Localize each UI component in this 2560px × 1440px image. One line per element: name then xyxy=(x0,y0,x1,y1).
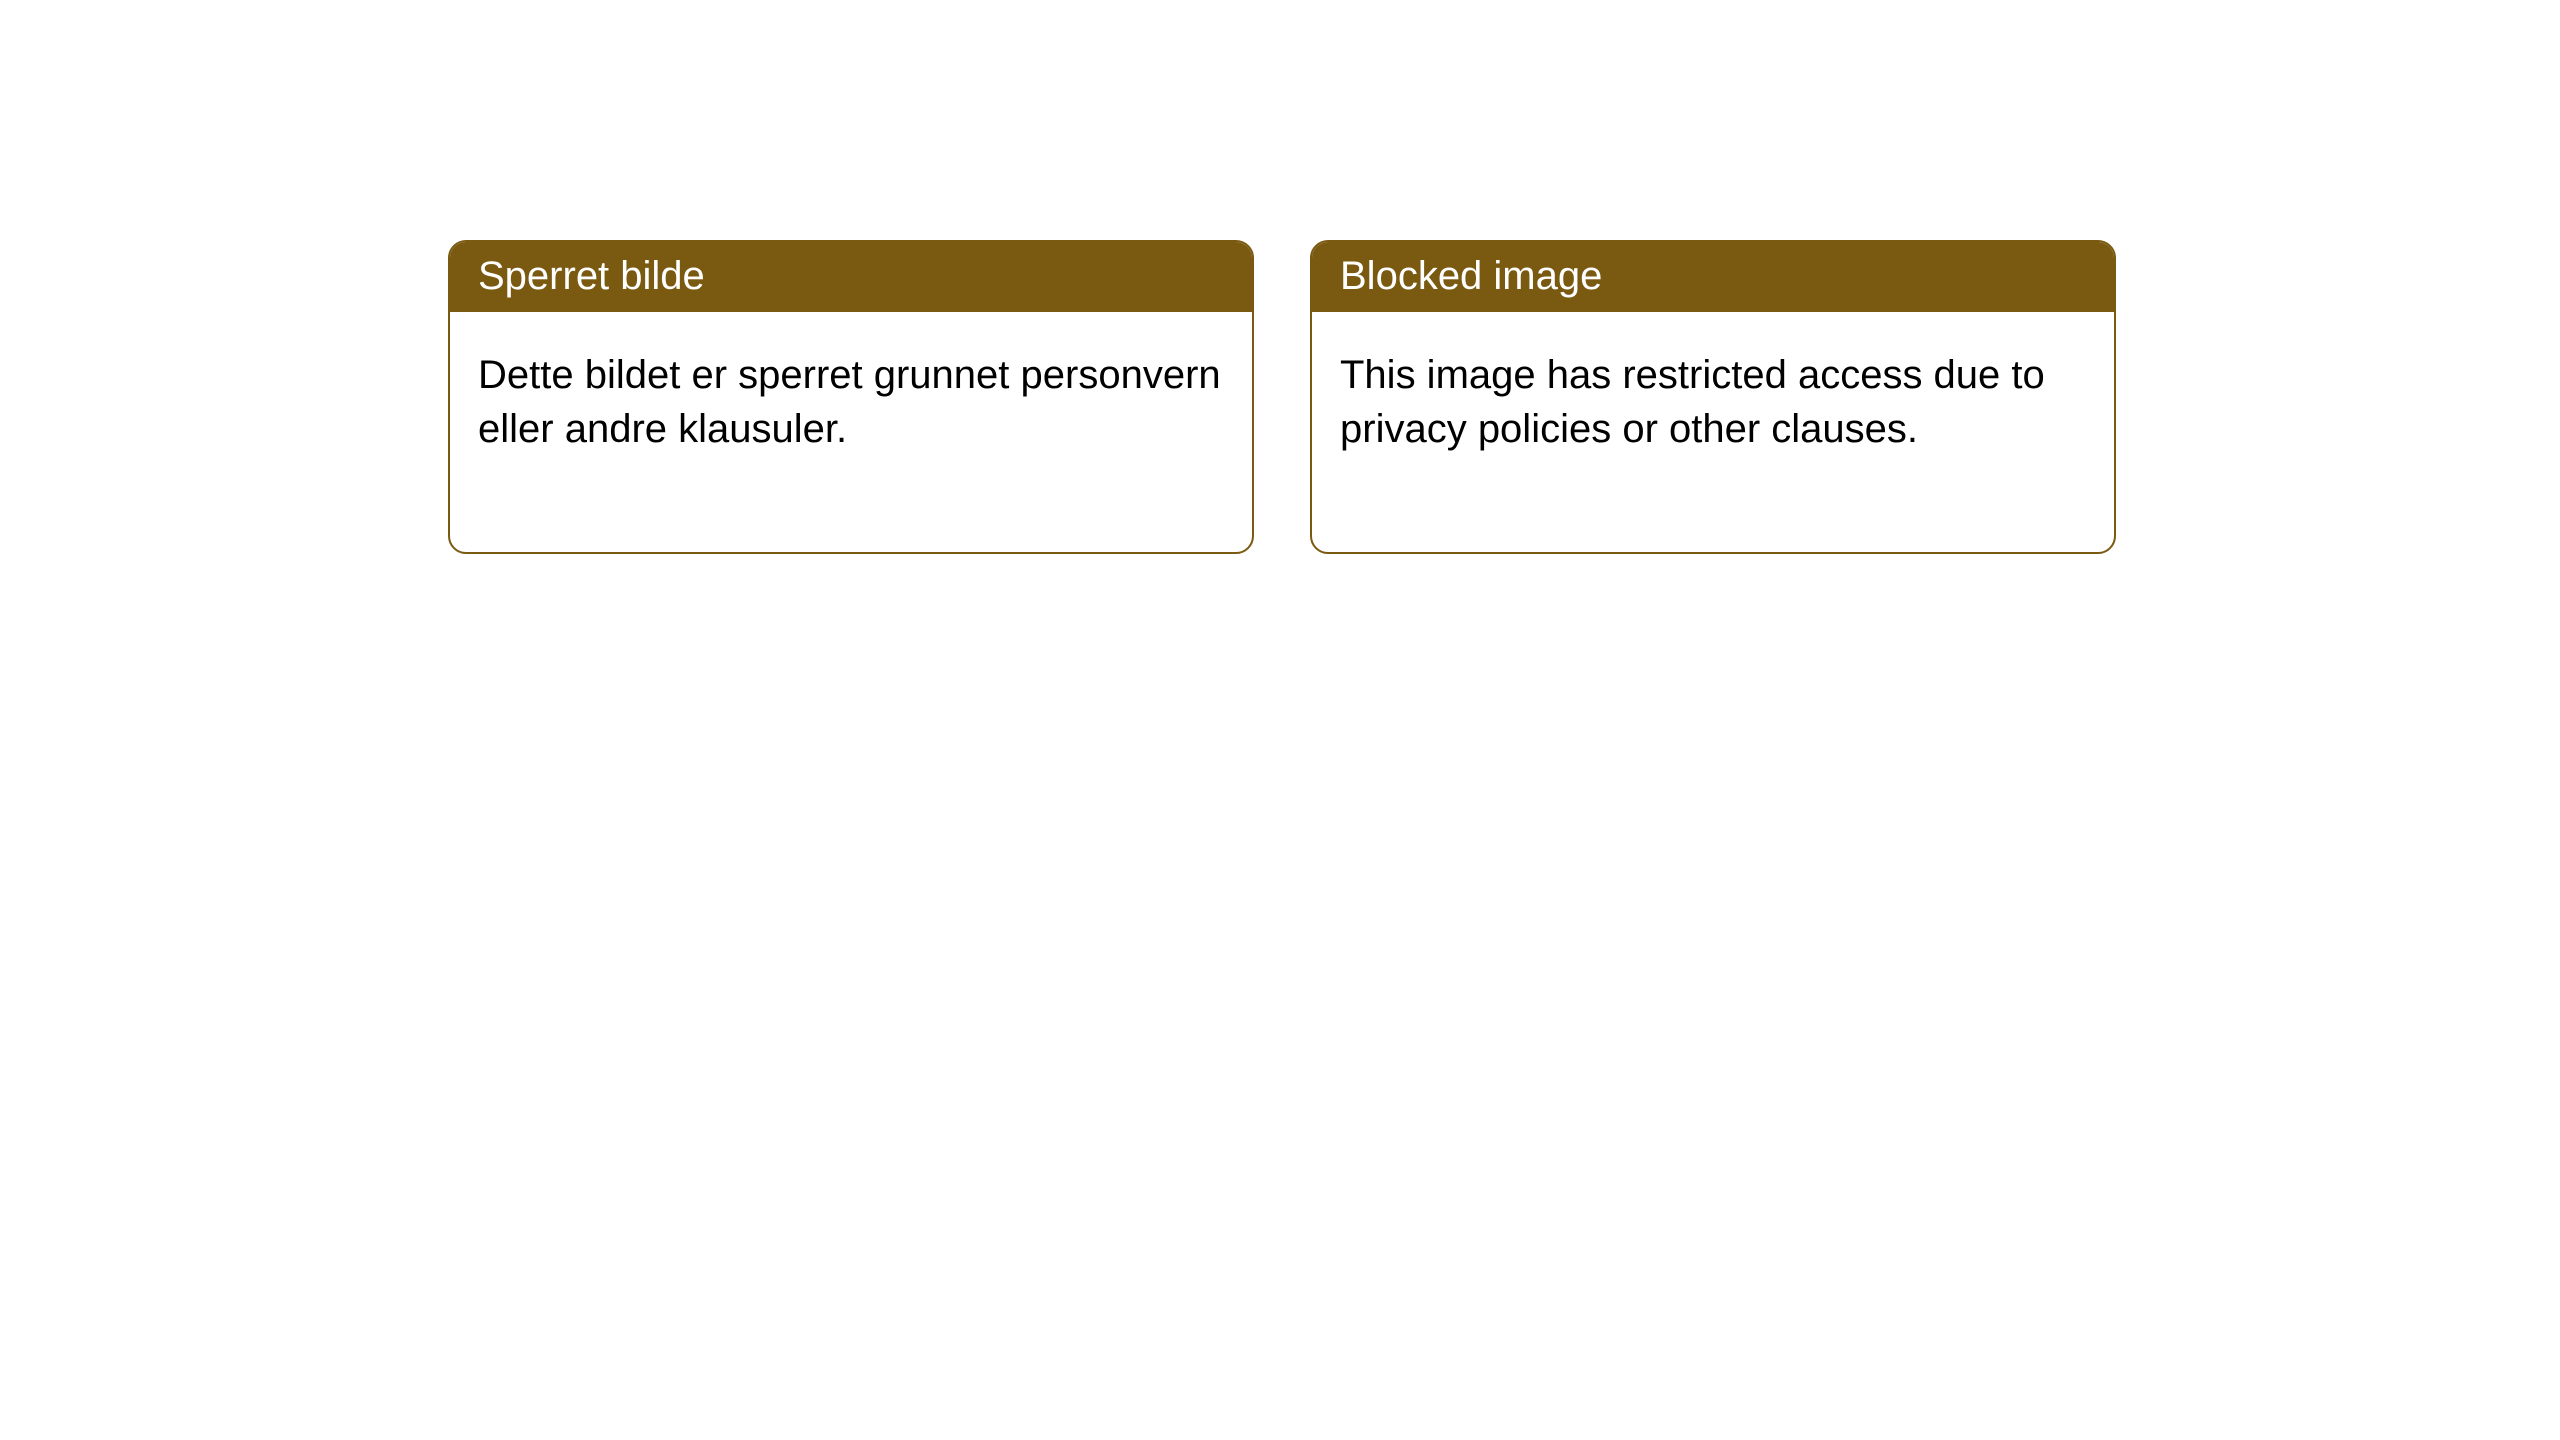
card-body-text: Dette bildet er sperret grunnet personve… xyxy=(478,348,1224,456)
card-body-text: This image has restricted access due to … xyxy=(1340,348,2086,456)
notice-card-english: Blocked image This image has restricted … xyxy=(1310,240,2116,554)
card-header-title: Sperret bilde xyxy=(478,254,705,298)
card-header: Blocked image xyxy=(1312,242,2114,312)
card-body: Dette bildet er sperret grunnet personve… xyxy=(450,312,1252,552)
notice-cards-container: Sperret bilde Dette bildet er sperret gr… xyxy=(448,240,2116,554)
card-header-title: Blocked image xyxy=(1340,254,1602,298)
notice-card-norwegian: Sperret bilde Dette bildet er sperret gr… xyxy=(448,240,1254,554)
card-header: Sperret bilde xyxy=(450,242,1252,312)
card-body: This image has restricted access due to … xyxy=(1312,312,2114,552)
